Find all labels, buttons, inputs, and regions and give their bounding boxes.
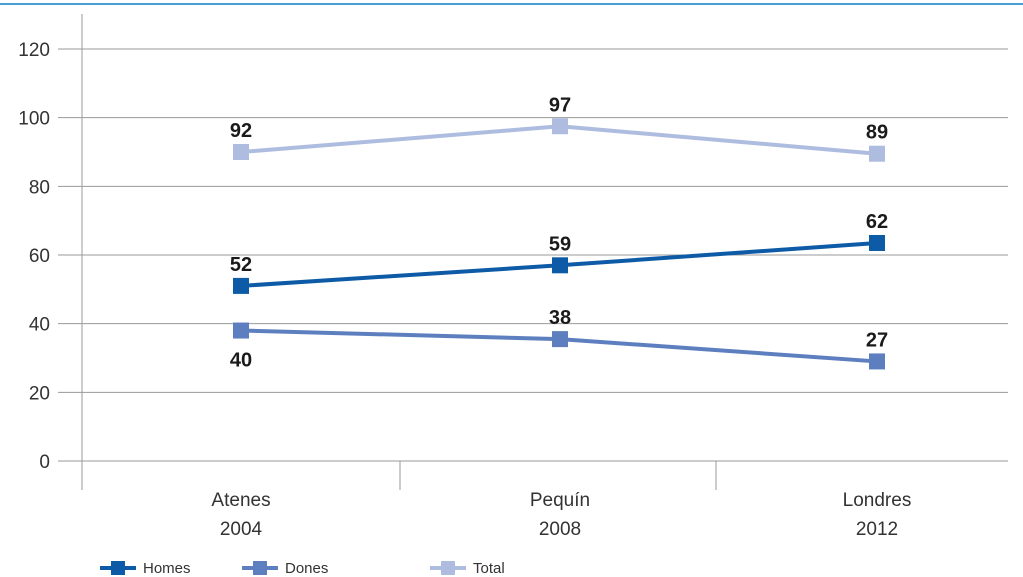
legend: Homes Dones Total [100,560,505,577]
x-category-label: Pequín [530,490,590,511]
legend-marker-homes [111,561,125,575]
x-category-label: Atenes [211,490,270,511]
gridlines [58,48,1008,462]
y-tick-label-20: 20 [29,383,50,404]
data-point-dones [233,322,249,339]
data-label-homes: 62 [866,211,888,233]
x-category-year: 2012 [856,519,898,540]
legend-label-homes: Homes [143,560,191,577]
x-axis: Atenes 2004 Pequín 2008 Londres 2012 [81,14,912,540]
data-point-homes [233,277,249,294]
data-label-dones: 38 [549,307,571,329]
y-axis-ticks: 0 20 40 60 80 100 120 [18,40,50,473]
legend-label-total: Total [473,560,505,577]
data-point-total [869,145,885,162]
legend-marker-dones [253,561,267,575]
data-label-total: 92 [230,120,252,142]
data-point-dones [552,331,568,348]
legend-label-dones: Dones [285,560,328,577]
data-point-homes [869,234,885,251]
data-point-total [233,144,249,160]
x-category-year: 2004 [220,519,263,540]
data-labels: 52 59 62 40 38 27 92 97 89 [230,94,888,371]
y-tick-label-100: 100 [18,109,50,130]
data-point-dones [869,353,885,370]
y-tick-label-0: 0 [39,452,50,473]
data-label-total: 97 [549,94,571,116]
y-tick-label-60: 60 [29,246,50,267]
y-tick-label-40: 40 [29,315,50,336]
y-tick-label-80: 80 [29,177,50,198]
data-label-dones: 27 [866,329,888,351]
data-point-homes [552,257,568,274]
data-label-homes: 59 [549,233,571,255]
data-label-total: 89 [866,122,888,144]
x-category-year: 2008 [539,519,581,540]
data-label-homes: 52 [230,254,252,276]
x-category-label: Londres [843,490,912,511]
data-point-total [552,118,568,135]
series-group [233,118,885,370]
data-label-dones: 40 [230,350,252,372]
y-tick-label-120: 120 [18,40,50,61]
legend-marker-total [441,561,455,575]
